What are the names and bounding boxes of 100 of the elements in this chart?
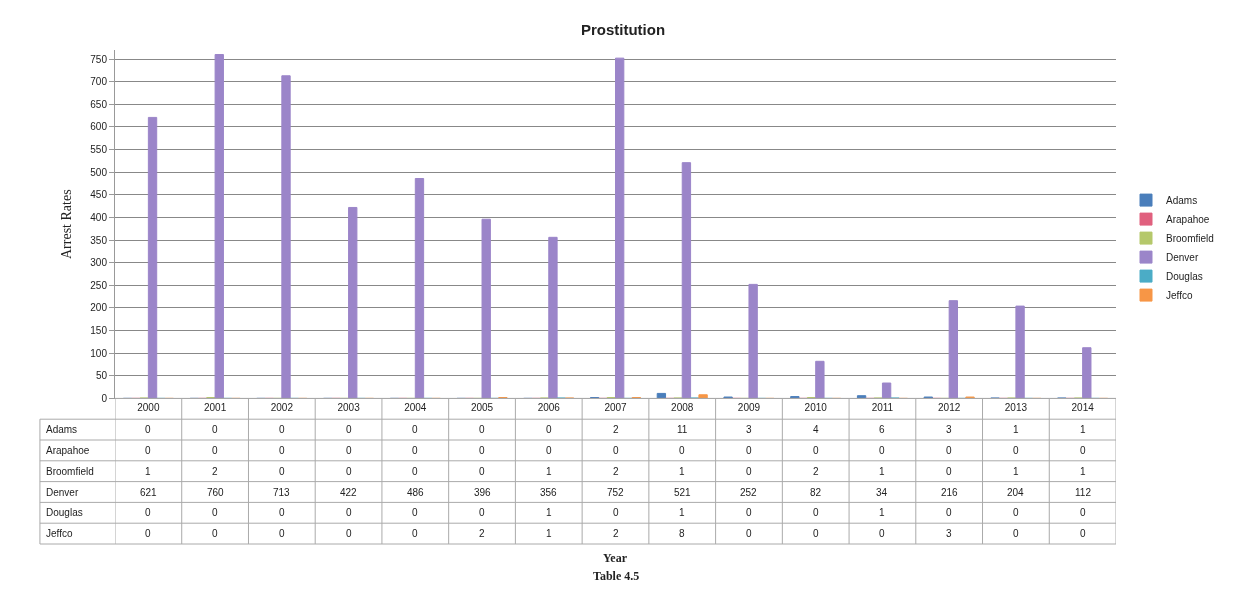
data-label: 521 bbox=[674, 487, 692, 498]
data-label: 1 bbox=[1013, 424, 1019, 435]
data-label: 0 bbox=[346, 507, 352, 518]
data-label: 1 bbox=[546, 507, 552, 518]
y-tick-label: 0 bbox=[101, 392, 108, 404]
data-label: 0 bbox=[546, 424, 552, 435]
data-label: 0 bbox=[279, 507, 285, 518]
data-label: 252 bbox=[740, 487, 758, 498]
data-label: 0 bbox=[1013, 445, 1019, 456]
data-label: 11 bbox=[677, 424, 688, 435]
data-label: 0 bbox=[479, 445, 485, 456]
data-label: 1 bbox=[679, 507, 685, 518]
data-label: 0 bbox=[346, 528, 352, 539]
text: Year bbox=[603, 551, 628, 565]
data-label: 2 bbox=[613, 528, 619, 539]
data-label: 0 bbox=[746, 507, 752, 518]
data-label: 713 bbox=[273, 487, 291, 498]
data-label: 0 bbox=[879, 528, 885, 539]
data-label: 1 bbox=[546, 528, 552, 539]
data-label: 2 bbox=[479, 528, 485, 539]
data-label: 0 bbox=[746, 528, 752, 539]
text: Jeffco bbox=[46, 528, 73, 539]
data-label: 0 bbox=[946, 466, 952, 477]
y-tick-label: 300 bbox=[90, 257, 108, 269]
data-label: 1 bbox=[1080, 466, 1086, 477]
data-label: 760 bbox=[207, 487, 225, 498]
legend-label: Denver bbox=[1166, 252, 1199, 263]
data-label: 82 bbox=[810, 487, 822, 498]
data-label: 0 bbox=[879, 445, 885, 456]
x-tick-label: 2006 bbox=[537, 402, 561, 414]
data-label: 0 bbox=[412, 445, 418, 456]
data-label: 1 bbox=[1013, 466, 1019, 477]
data-label: 3 bbox=[746, 424, 752, 435]
x-tick-label: 2002 bbox=[270, 402, 294, 414]
y-tick-label: 100 bbox=[90, 347, 108, 359]
legend-label: Broomfield bbox=[1166, 233, 1214, 244]
y-tick-label: 350 bbox=[90, 234, 108, 246]
data-label: 112 bbox=[1075, 487, 1092, 498]
x-tick-label: 2009 bbox=[737, 402, 761, 414]
data-label: 0 bbox=[746, 445, 752, 456]
data-label: 0 bbox=[1080, 445, 1086, 456]
data-label: 0 bbox=[613, 445, 619, 456]
data-label: 2 bbox=[212, 466, 218, 477]
data-label: 1 bbox=[145, 466, 151, 477]
data-label: 4 bbox=[813, 424, 819, 435]
data-label: 0 bbox=[412, 507, 418, 518]
data-label: 0 bbox=[679, 445, 685, 456]
data-label: 486 bbox=[407, 487, 425, 498]
data-label: 422 bbox=[340, 487, 358, 498]
data-label: 2 bbox=[613, 424, 619, 435]
data-label: 0 bbox=[212, 507, 218, 518]
caption: Table 4.5 bbox=[593, 569, 640, 583]
legend-label: Jeffco bbox=[1166, 290, 1193, 301]
data-label: 0 bbox=[813, 528, 819, 539]
data-label: 0 bbox=[479, 424, 485, 435]
data-label: 216 bbox=[941, 487, 959, 498]
text: Broomfield bbox=[46, 466, 94, 477]
x-tick-label: 2003 bbox=[337, 402, 361, 414]
data-label: 1 bbox=[1080, 424, 1086, 435]
x-tick-label: 2010 bbox=[804, 402, 828, 414]
text: Arapahoe bbox=[46, 445, 90, 456]
x-tick-label: 2013 bbox=[1004, 402, 1028, 414]
data-label: 0 bbox=[813, 445, 819, 456]
y-tick-label: 400 bbox=[90, 211, 108, 223]
data-label: 0 bbox=[346, 424, 352, 435]
legend-label: Adams bbox=[1166, 195, 1198, 206]
data-label: 0 bbox=[279, 424, 285, 435]
data-label: 356 bbox=[540, 487, 558, 498]
data-label: 1 bbox=[879, 466, 885, 477]
data-label: 0 bbox=[346, 466, 352, 477]
data-label: 204 bbox=[1007, 487, 1025, 498]
x-tick-label: 2001 bbox=[203, 402, 227, 414]
y-tick-label: 650 bbox=[90, 98, 108, 110]
data-label: 0 bbox=[479, 507, 485, 518]
text: Adams bbox=[46, 424, 78, 435]
data-label: 0 bbox=[1080, 507, 1086, 518]
data-label: 0 bbox=[145, 528, 151, 539]
data-label: 2 bbox=[813, 466, 819, 477]
x-tick-label: 2005 bbox=[470, 402, 494, 414]
data-label: 0 bbox=[279, 528, 285, 539]
y-tick-label: 600 bbox=[90, 121, 108, 133]
data-label: 0 bbox=[412, 466, 418, 477]
data-label: 1 bbox=[679, 466, 685, 477]
x-tick-label: 2007 bbox=[604, 402, 628, 414]
data-label: 0 bbox=[946, 507, 952, 518]
data-label: 6 bbox=[879, 424, 885, 435]
data-label: 0 bbox=[212, 424, 218, 435]
data-label: 1 bbox=[879, 507, 885, 518]
y-tick-label: 450 bbox=[90, 189, 108, 201]
data-label: 1 bbox=[546, 466, 552, 477]
y-axis-title: Arrest Rates bbox=[58, 189, 74, 259]
data-label: 0 bbox=[346, 445, 352, 456]
x-tick-label: 2004 bbox=[404, 402, 427, 414]
y-tick-label: 500 bbox=[90, 166, 108, 178]
data-label: 752 bbox=[607, 487, 625, 498]
data-label: 0 bbox=[145, 507, 151, 518]
data-label: 0 bbox=[946, 445, 952, 456]
x-tick-label: 2008 bbox=[671, 402, 694, 414]
y-tick-label: 750 bbox=[90, 53, 108, 65]
x-tick-label: 2011 bbox=[871, 402, 894, 414]
